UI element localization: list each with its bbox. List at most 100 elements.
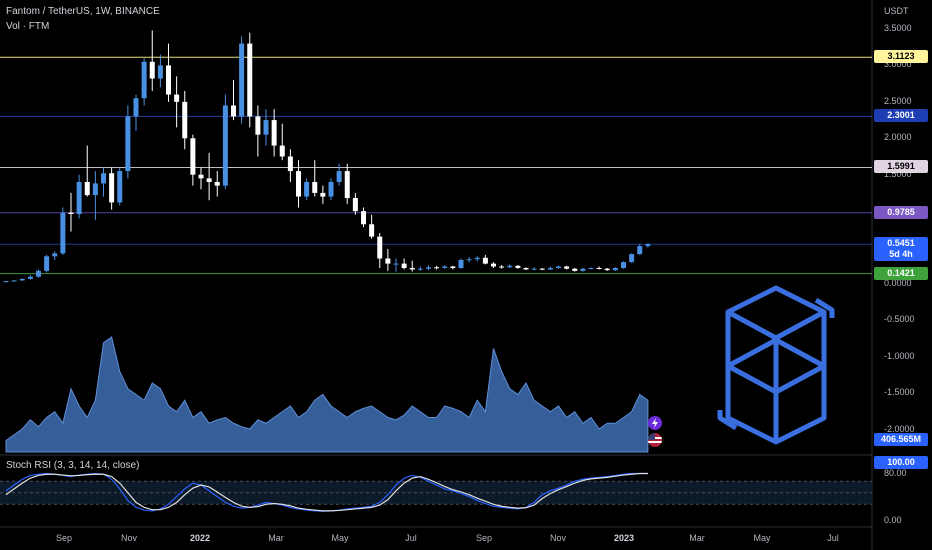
candle[interactable] [580,267,586,272]
candle[interactable] [11,280,17,282]
candle[interactable] [76,174,82,219]
candle[interactable] [255,105,261,157]
last-price-value: 0.5451 [887,238,915,248]
candle[interactable] [60,207,66,255]
candle-body [3,281,9,283]
candle[interactable] [19,278,25,282]
candle[interactable] [52,251,58,260]
stoch-rsi-title[interactable]: Stoch RSI (3, 3, 14, 14, close) [6,460,140,471]
candle[interactable] [68,192,74,232]
level-badge: 1.5991 [874,160,928,174]
candle[interactable] [556,265,561,269]
candle[interactable] [629,253,635,263]
candle[interactable] [190,134,196,186]
horizontal-levels[interactable] [0,56,872,275]
candle-body [531,268,537,270]
candle[interactable] [377,233,383,268]
candle[interactable] [36,269,41,278]
candle[interactable] [369,214,375,239]
candle[interactable] [271,109,277,157]
candle[interactable] [637,243,643,255]
candle[interactable] [450,265,456,270]
candle[interactable] [125,105,131,179]
price-candles[interactable] [3,30,651,283]
candle[interactable] [621,261,626,269]
candle[interactable] [263,109,269,146]
candle[interactable] [466,257,472,263]
candle[interactable] [531,267,537,271]
candle[interactable] [645,243,651,248]
candle[interactable] [320,185,326,204]
candle[interactable] [182,90,188,150]
candle[interactable] [166,43,171,102]
candle[interactable] [157,54,163,88]
us-flag-icon[interactable] [648,433,662,447]
candle[interactable] [336,163,342,186]
candle[interactable] [328,178,334,201]
candle[interactable] [141,58,147,106]
candle[interactable] [247,32,253,128]
candle[interactable] [604,267,610,271]
candle[interactable] [109,167,115,210]
candle-body [231,105,236,117]
candle[interactable] [547,266,553,271]
candle[interactable] [361,207,366,228]
candle[interactable] [596,266,602,270]
candle[interactable] [206,152,212,201]
candle[interactable] [27,275,33,280]
candle[interactable] [44,254,50,273]
candle[interactable] [198,167,204,190]
candle[interactable] [344,163,350,204]
candle[interactable] [312,160,318,197]
candle[interactable] [239,36,245,124]
candle-body [190,138,196,175]
candle[interactable] [92,171,98,220]
candle[interactable] [231,80,236,121]
candle[interactable] [409,260,415,272]
candle[interactable] [279,123,285,161]
candle-body [279,145,285,157]
candle[interactable] [442,265,448,269]
candle[interactable] [482,254,488,265]
stoch-rsi-pane[interactable] [0,472,872,512]
candle[interactable] [222,94,228,190]
candle[interactable] [149,30,155,91]
candle[interactable] [612,267,618,271]
candle[interactable] [214,171,220,197]
candle[interactable] [385,249,391,271]
candle[interactable] [101,167,106,197]
candle[interactable] [523,267,529,271]
candle[interactable] [352,192,358,215]
candle[interactable] [434,265,440,270]
candle[interactable] [296,160,301,208]
candle[interactable] [515,265,521,269]
candle[interactable] [287,149,293,183]
candle[interactable] [304,178,310,201]
candle[interactable] [401,258,407,270]
candle[interactable] [491,262,496,268]
candle[interactable] [474,256,480,262]
candle[interactable] [458,258,464,269]
candle-body [572,268,578,271]
candle[interactable] [174,76,180,128]
candle[interactable] [507,264,513,268]
candle[interactable] [426,265,431,271]
logo-outer-hex [725,285,827,445]
candle[interactable] [117,167,123,206]
candle[interactable] [84,145,90,197]
candle[interactable] [499,265,505,269]
candle[interactable] [393,258,399,272]
symbol-title[interactable]: Fantom / TetherUS, 1W, BINANCE [6,6,160,17]
candle[interactable] [417,266,423,271]
volume-legend[interactable]: Vol · FTM [6,21,50,32]
candle[interactable] [564,265,570,270]
candle[interactable] [3,281,9,283]
candle[interactable] [539,267,545,271]
level-badge: 0.9785 [874,205,928,219]
candle[interactable] [572,267,578,272]
lightning-icon[interactable] [648,416,662,430]
candle[interactable] [588,267,594,270]
candle[interactable] [133,94,139,132]
